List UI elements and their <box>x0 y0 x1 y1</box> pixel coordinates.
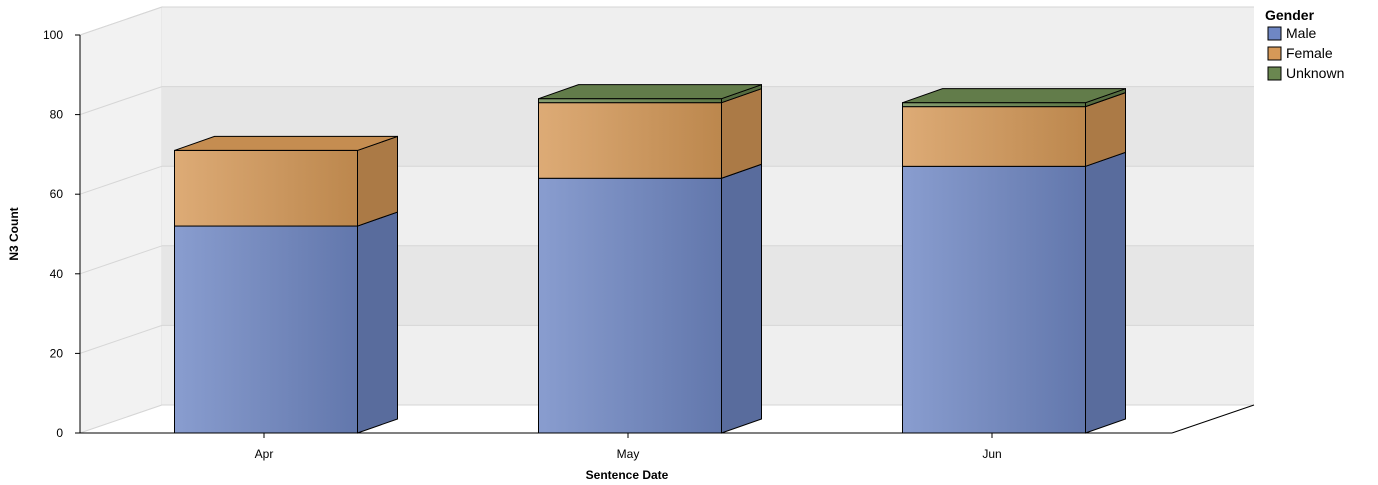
bar-may-male <box>538 163 762 434</box>
gridline-side <box>79 86 163 116</box>
bar-front <box>174 149 358 227</box>
legend-label: Unknown <box>1286 65 1344 81</box>
legend-swatch <box>1267 46 1282 61</box>
bar-front <box>174 225 358 434</box>
x-axis: Apr May Jun <box>80 432 1172 461</box>
legend-swatch <box>1267 26 1282 41</box>
bar-jun-female <box>902 91 1126 168</box>
bars <box>174 83 1126 434</box>
legend-swatch <box>1267 66 1282 81</box>
bar-stack-apr <box>174 135 398 434</box>
bar-top <box>174 135 398 151</box>
bar-side <box>721 87 762 179</box>
y-axis-title: N3 Count <box>7 207 21 260</box>
bar-stack-jun <box>902 87 1126 434</box>
gridline-side <box>79 6 163 36</box>
gridline-side <box>79 165 163 195</box>
y-tick-label: 60 <box>50 187 64 201</box>
legend-item-unknown: Unknown <box>1267 65 1344 81</box>
bar-top <box>538 84 762 100</box>
legend: Gender Male Female Unknown <box>1265 7 1344 81</box>
y-tick-label: 20 <box>50 346 64 360</box>
bar-front <box>902 102 1086 108</box>
x-tick-label: May <box>617 447 640 461</box>
x-axis-title: Sentence Date <box>586 468 669 482</box>
floor-edge <box>1171 404 1255 434</box>
bar-front <box>538 98 722 104</box>
bar-apr-male <box>174 211 398 434</box>
bar-front <box>538 102 722 179</box>
y-tick-label: 40 <box>50 267 64 281</box>
legend-title: Gender <box>1265 7 1315 23</box>
bar-front <box>902 165 1086 434</box>
gridline-side <box>79 324 163 354</box>
legend-item-male: Male <box>1267 25 1317 41</box>
legend-label: Male <box>1286 25 1317 41</box>
bar-side <box>721 163 762 434</box>
x-tick-label: Jun <box>982 447 1001 461</box>
y-tick-label: 0 <box>56 426 63 440</box>
x-tick-label: Apr <box>255 447 274 461</box>
bar-side <box>1085 151 1126 434</box>
gridline-side <box>79 404 163 434</box>
legend-label: Female <box>1286 45 1333 61</box>
legend-item-female: Female <box>1267 45 1333 61</box>
bar-stack-may <box>538 83 762 434</box>
bar-front <box>902 106 1086 167</box>
bar-may-female <box>538 87 762 179</box>
y-tick-label: 80 <box>50 108 64 122</box>
side-wall <box>79 6 163 434</box>
gridline-side <box>79 245 163 275</box>
bar-side <box>357 211 398 434</box>
grid-band <box>162 7 1254 87</box>
bar-front <box>538 177 722 434</box>
bar-apr-female <box>174 135 398 227</box>
y-tick-label: 100 <box>43 28 63 42</box>
y-axis: 0 20 40 60 80 100 <box>43 28 81 440</box>
bar-side <box>357 135 398 227</box>
bar-jun-male <box>902 151 1126 434</box>
bar-top <box>902 88 1126 104</box>
